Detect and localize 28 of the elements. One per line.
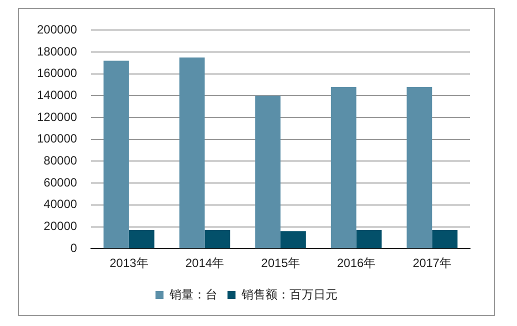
y-tick-label: 60000 (44, 175, 78, 190)
legend-label: 销量：台 (168, 287, 218, 302)
y-tick-label: 140000 (36, 88, 78, 102)
y-tick-label: 40000 (44, 197, 78, 212)
x-tick-label: 2016年 (336, 256, 376, 270)
bar (104, 60, 129, 248)
x-tick-label: 2017年 (412, 256, 452, 270)
bar (255, 96, 281, 248)
bar (280, 231, 306, 248)
bar (432, 230, 458, 248)
y-tick-label: 100000 (36, 132, 78, 146)
bar (406, 86, 432, 248)
bar (179, 58, 205, 248)
bar (356, 230, 382, 248)
y-tick-label: 20000 (44, 219, 78, 234)
y-tick-label: 0 (70, 240, 78, 255)
legend-label: 销售额：百万日元 (240, 287, 338, 302)
y-tick-label: 180000 (36, 44, 78, 58)
x-tick-label: 2015年 (261, 256, 300, 270)
bar (128, 230, 154, 248)
x-tick-label: 2014年 (185, 256, 224, 270)
y-tick-label: 80000 (44, 154, 78, 168)
y-tick-label: 120000 (36, 110, 78, 124)
y-tick-label: 160000 (36, 66, 78, 80)
y-tick-label: 200000 (36, 22, 78, 37)
bar (204, 230, 230, 248)
bar (330, 86, 356, 248)
x-tick-label: 2013年 (110, 256, 148, 270)
